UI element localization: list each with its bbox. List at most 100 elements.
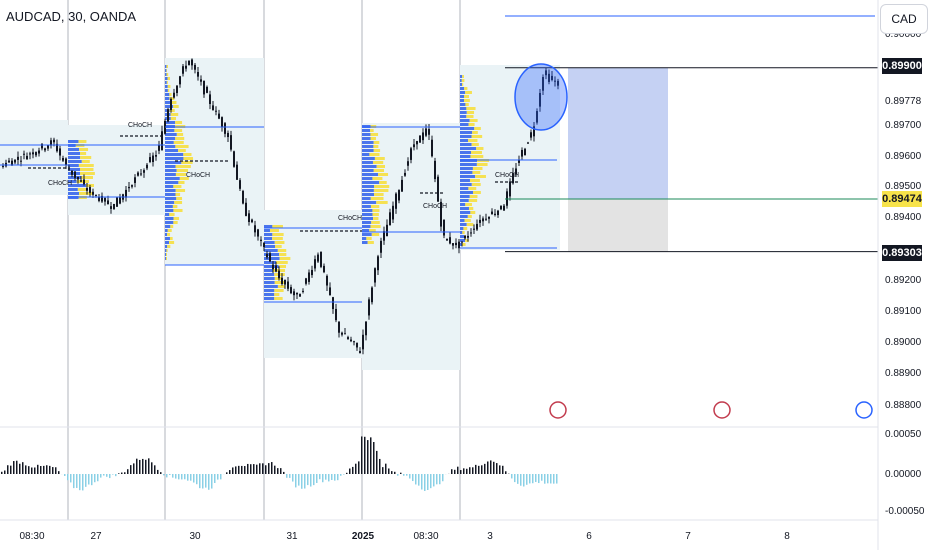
volume-profile-bar-sell [279,253,287,256]
candle-body [143,170,145,173]
oscillator-bar [373,442,375,474]
volume-profile-bar-sell [80,172,95,175]
volume-profile-bar-sell [472,171,481,174]
candle-body [239,180,241,189]
volume-profile-bar-buy [68,168,80,171]
candle-body [335,308,337,321]
oscillator-bar [376,450,378,474]
volume-profile-bar-sell [166,65,168,68]
volume-profile-bar-buy [165,77,168,80]
volume-profile-bar-sell [461,79,465,82]
candle-body [146,164,148,169]
volume-profile-bar-sell [468,139,478,142]
candle-body [62,158,64,161]
oscillator-bar [532,474,534,484]
volume-profile-bar-buy [165,233,168,236]
candle-body [446,238,448,241]
volume-profile-bar-buy [165,237,170,240]
volume-profile-bar-sell [170,117,177,120]
volume-profile-bar-sell [465,91,472,94]
oscillator-bar [553,474,555,484]
candle-body [383,231,385,241]
volume-profile-bar-buy [460,223,467,226]
oscillator-bar [463,468,465,474]
volume-profile-bar-buy [460,203,466,206]
volume-profile-bar-sell [174,129,183,132]
volume-profile-bar-buy [165,193,176,196]
volume-profile-bar-sell [80,156,92,159]
candle-body [281,277,283,284]
volume-profile-bar-sell [178,181,185,184]
volume-profile-bar-buy [460,175,476,178]
price-tick-label: 0.89000 [885,337,922,348]
oscillator-bar [304,474,306,489]
oscillator-bar [157,469,159,474]
oscillator-bar [154,465,156,474]
volume-profile-bar-buy [165,257,166,260]
candle-body [275,265,277,272]
volume-profile-bar-buy [460,167,473,170]
oscillator-bar [529,474,531,484]
stop-zone [568,199,668,252]
candle-body [215,110,217,112]
volume-profile-bar-sell [468,207,474,210]
candle-body [326,275,328,286]
volume-profile-bar-sell [272,225,283,228]
oscillator-bar [502,465,504,474]
candle-body [488,217,490,219]
oscillator-bar [409,474,411,479]
volume-profile-bar-sell [166,73,169,76]
candle-body [515,168,517,175]
volume-profile-bar-sell [464,87,468,90]
candle-body [257,229,259,237]
time-tick-label: 31 [286,531,298,542]
candle-body [32,152,34,155]
volume-profile-bar-buy [165,101,171,104]
candle-body [374,268,376,283]
candle-body [128,186,130,189]
candle-body [464,235,466,239]
volume-profile-bar-buy [68,188,78,191]
candle-body [176,85,178,94]
candle-body [86,188,88,191]
oscillator-bar [388,468,390,474]
oscillator-bar [472,467,474,474]
volume-profile-bar-buy [460,227,464,230]
time-tick-label: 8 [784,531,790,542]
volume-profile-bar-sell [466,223,474,226]
volume-profile-bar-sell [170,101,177,104]
time-tick-label: 7 [685,531,691,542]
volume-profile-bar-sell [173,209,183,212]
candle-body [230,135,232,150]
oscillator-bar [271,462,273,474]
volume-profile-bar-buy [165,141,174,144]
target-zone [568,67,668,200]
candle-body [98,196,100,201]
volume-profile-bar-sell [476,163,488,166]
volume-profile-bar-buy [362,133,371,136]
volume-profile-bar-sell [169,93,172,96]
candle-body [503,205,505,211]
volume-profile-bar-buy [264,293,275,296]
oscillator-bar [403,474,405,476]
oscillator-bar [136,458,138,474]
oscillator-bar [115,474,117,477]
volume-profile-bar-buy [165,173,176,176]
volume-profile-bar-buy [165,137,176,140]
oscillator-bar [19,463,21,474]
volume-profile-bar-buy [68,164,79,167]
oscillator-bar [13,461,15,474]
candle-body [341,332,343,335]
choch-label: CHoCH [186,172,210,179]
volume-profile-bar-sell [476,147,484,150]
candle-body [329,287,331,296]
currency-button[interactable]: CAD [880,4,928,34]
oscillator-bar [112,474,114,475]
oscillator-bar [346,472,348,474]
volume-profile-bar-buy [68,160,82,163]
price-tick-label: 0.89500 [885,181,922,192]
candle-body [428,129,430,135]
candle-body [548,73,550,82]
candle-body [14,159,16,163]
oscillator-bar [55,467,57,474]
